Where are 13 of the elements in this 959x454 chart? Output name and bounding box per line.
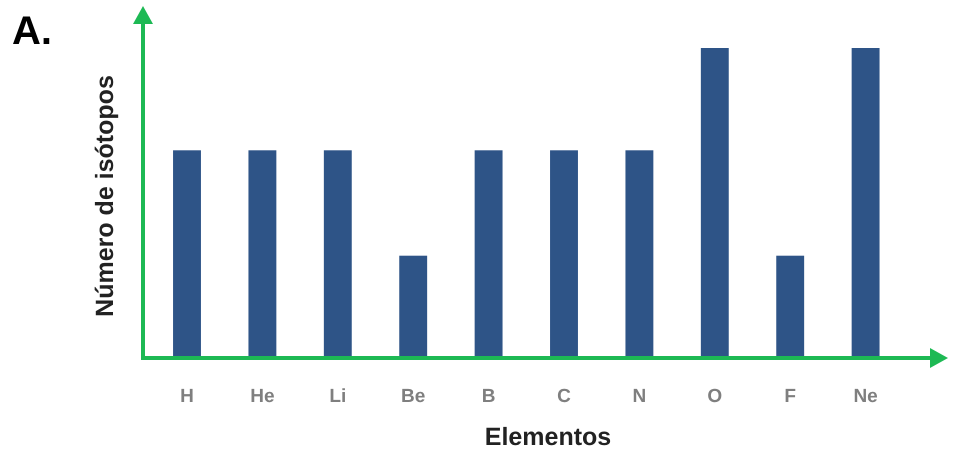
x-tick-label: Ne (853, 386, 878, 407)
x-tick-label: Li (329, 386, 346, 407)
x-axis-title: Elementos (484, 423, 612, 451)
x-tick-label: H (180, 386, 194, 407)
x-tick-label: F (784, 386, 796, 407)
x-tick-label: C (557, 386, 572, 407)
y-axis-title: Número de isótopos (91, 75, 119, 317)
x-tick-label: O (707, 386, 722, 407)
x-tick-label: B (482, 386, 496, 407)
x-tick-label: N (632, 386, 646, 407)
x-tick-label: Be (401, 386, 426, 407)
text: A. (12, 9, 52, 53)
x-tick-label: He (250, 386, 275, 407)
